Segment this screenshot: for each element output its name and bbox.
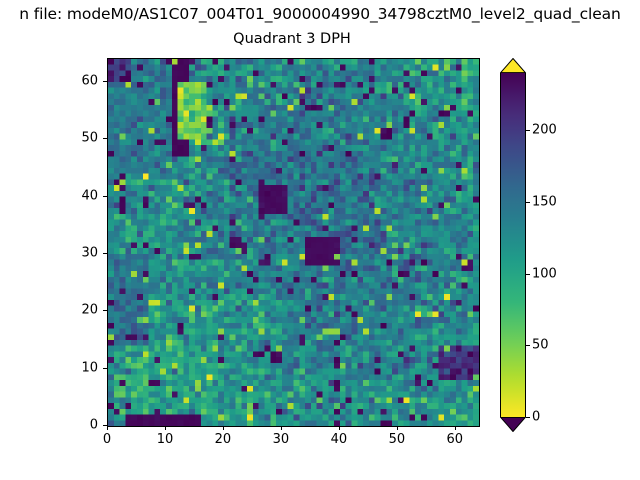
colorbar-extend-max-arrow bbox=[500, 58, 526, 73]
colorbar-tick-label: 50 bbox=[532, 337, 549, 353]
x-tick-label: 50 bbox=[388, 432, 406, 447]
heatmap-image bbox=[108, 59, 479, 426]
y-tick-mark bbox=[103, 195, 107, 197]
heatmap-axes[interactable] bbox=[107, 58, 480, 427]
x-tick-mark bbox=[107, 426, 108, 430]
x-tick-mark bbox=[280, 426, 282, 430]
y-tick-mark bbox=[103, 80, 107, 82]
y-tick-label: 20 bbox=[81, 302, 98, 318]
y-tick-mark bbox=[103, 425, 107, 426]
x-tick-mark bbox=[396, 426, 398, 430]
x-tick-label: 0 bbox=[102, 432, 112, 447]
y-tick-label: 40 bbox=[81, 188, 98, 204]
y-tick-label: 60 bbox=[81, 73, 98, 89]
colorbar-tick-mark bbox=[526, 273, 530, 275]
y-tick-mark bbox=[103, 138, 107, 140]
x-tick-mark bbox=[222, 426, 224, 430]
colorbar-tick-label: 0 bbox=[532, 409, 541, 425]
x-tick-mark bbox=[164, 426, 166, 430]
y-tick-label: 10 bbox=[81, 360, 98, 376]
colorbar-tick-label: 100 bbox=[532, 266, 557, 282]
colorbar-tick-mark bbox=[526, 202, 530, 203]
figure-suptitle: n file: modeM0/AS1C07_004T01_9000004990_… bbox=[19, 5, 621, 23]
colorbar-tick-label: 200 bbox=[532, 122, 557, 138]
y-tick-mark bbox=[103, 310, 107, 312]
y-tick-label: 50 bbox=[81, 130, 98, 146]
y-tick-label: 30 bbox=[81, 245, 98, 261]
colorbar-tick-mark bbox=[526, 130, 530, 132]
y-tick-mark bbox=[103, 367, 107, 369]
x-tick-mark bbox=[338, 426, 340, 430]
x-tick-label: 40 bbox=[330, 432, 348, 447]
colorbar-extend-min-arrow bbox=[500, 417, 526, 432]
colorbar[interactable] bbox=[500, 58, 526, 433]
y-tick-mark bbox=[103, 252, 107, 254]
colorbar-gradient bbox=[500, 73, 526, 417]
colorbar-tick-mark bbox=[526, 345, 530, 347]
axes-title: Quadrant 3 DPH bbox=[233, 31, 351, 47]
x-tick-mark bbox=[454, 426, 456, 430]
x-tick-label: 10 bbox=[156, 432, 174, 447]
x-tick-label: 20 bbox=[214, 432, 232, 447]
x-tick-label: 30 bbox=[272, 432, 290, 447]
colorbar-tick-mark bbox=[526, 417, 530, 418]
colorbar-tick-label: 150 bbox=[532, 194, 557, 210]
y-tick-label: 0 bbox=[89, 417, 98, 433]
x-tick-label: 60 bbox=[446, 432, 464, 447]
